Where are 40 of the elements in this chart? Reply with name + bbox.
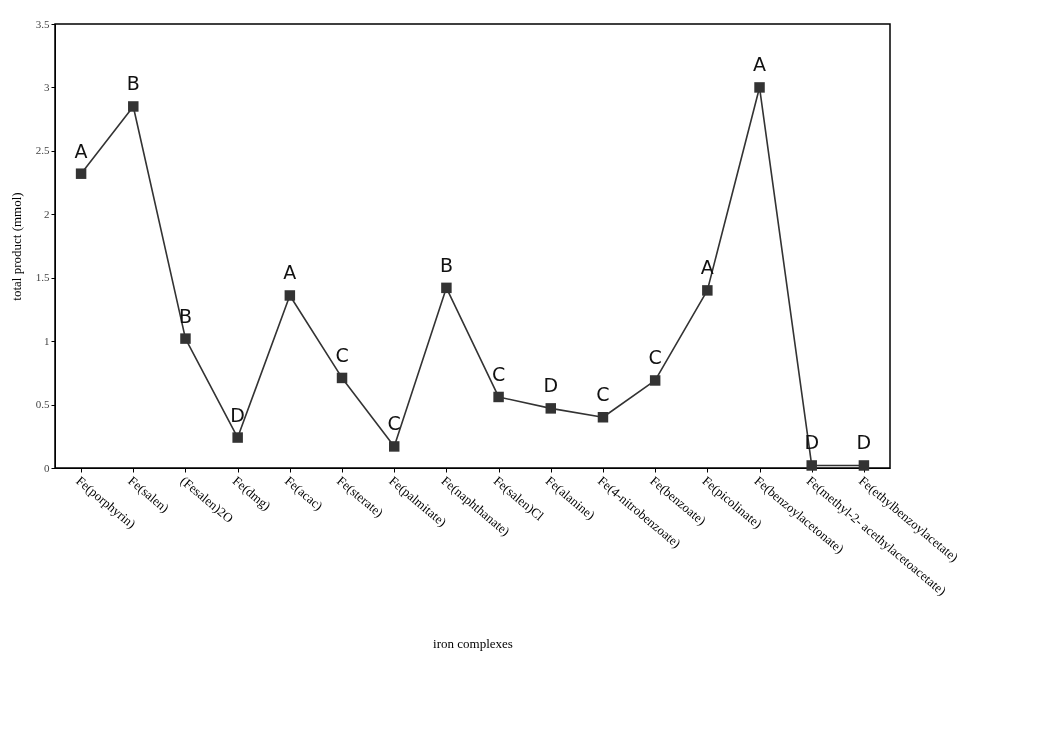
point (493, 391, 504, 403)
point (336, 372, 348, 384)
point (597, 412, 609, 423)
y-tick-label: 2.5 (35, 144, 50, 157)
annotation: C (648, 346, 662, 369)
point (649, 375, 661, 386)
annotation: D (230, 403, 245, 426)
annotation: B (439, 253, 453, 276)
annotation: D (856, 431, 872, 454)
annotation: C (335, 343, 349, 366)
annotation: B (126, 72, 140, 95)
point (702, 285, 713, 296)
point (806, 460, 817, 471)
annotation: C (387, 412, 401, 435)
point (75, 168, 87, 179)
y-tick-label: 0 (44, 461, 50, 474)
point (232, 432, 243, 443)
y-tick-label: 3.5 (35, 17, 50, 30)
point (180, 333, 191, 344)
annotation: B (178, 304, 192, 327)
point (441, 282, 452, 294)
point (284, 290, 296, 301)
annotation: A (74, 139, 88, 162)
x-axis-title: iron complexes (433, 636, 513, 652)
annotation: A (753, 53, 767, 76)
annotation: A (283, 261, 297, 284)
y-tick-label: 1.5 (35, 271, 50, 284)
y-axis-title: total product (mmol) (8, 192, 24, 301)
y-tick-label: 3 (44, 80, 50, 93)
point (754, 82, 765, 93)
y-tick-label: 0.5 (35, 398, 50, 411)
point (388, 441, 400, 452)
y-tick-label: 1 (44, 334, 50, 347)
point (858, 460, 870, 471)
point (545, 403, 557, 414)
annotation: D (543, 374, 559, 397)
point (128, 101, 139, 112)
annotation: C (596, 383, 610, 406)
annotation: C (491, 362, 506, 385)
y-tick-label: 2 (44, 207, 50, 220)
